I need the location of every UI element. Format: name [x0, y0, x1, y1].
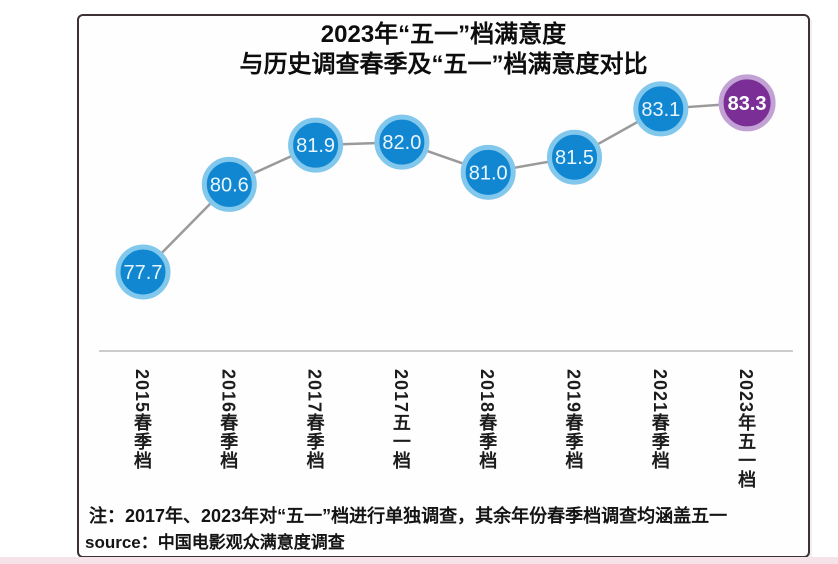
data-point-value: 83.3	[728, 93, 767, 115]
source-credit: source：中国电影观众满意度调查	[85, 533, 345, 552]
data-point-highlighted	[718, 74, 776, 132]
data-point	[288, 117, 344, 173]
data-point-value: 77.7	[124, 262, 163, 284]
data-point	[633, 81, 689, 137]
data-point-value: 82.0	[382, 132, 421, 154]
data-point	[547, 129, 602, 185]
data-point	[374, 114, 430, 170]
x-axis-label: 2019春季档	[563, 369, 584, 471]
data-point-value: 83.1	[641, 99, 680, 121]
x-axis-label: 2017五一档	[390, 369, 411, 471]
x-axis-label: 2017春季档	[304, 369, 325, 471]
data-point-value: 81.0	[469, 162, 508, 184]
chart-card: 2023年“五一”档满意度 与历史调查春季及“五一”档满意度对比 77.7 80.…	[77, 14, 810, 558]
x-axis-label: 2015春季档	[132, 369, 152, 471]
chart-title-line2: 与历史调查春季及“五一”档满意度对比	[239, 51, 648, 78]
x-axis-label: 2016春季档	[218, 369, 239, 471]
data-point-value: 80.6	[210, 174, 249, 196]
data-point	[460, 144, 516, 200]
data-point-value: 81.9	[296, 135, 335, 157]
chart-title: 2023年“五一”档满意度 与历史调查春季及“五一”档满意度对比	[79, 20, 808, 80]
data-point-value: 81.5	[555, 147, 594, 169]
x-axis-label: 2021春季档	[649, 369, 670, 471]
x-axis-line	[99, 350, 793, 352]
x-axis-label: 2023年五一档	[736, 369, 757, 490]
x-axis-label: 2018春季档	[477, 369, 498, 471]
data-point	[115, 244, 171, 300]
satisfaction-trend-chart: 77.7 80.6 81.9 82.0 81.0 81.5 83.1 83.3	[115, 74, 776, 300]
bottom-edge-strip	[0, 557, 838, 564]
data-point	[201, 156, 257, 212]
footnote: 注：2017年、2023年对“五一”档进行单独调查，其余年份春季档调查均涵盖五一	[89, 506, 728, 526]
chart-title-line1: 2023年“五一”档满意度	[320, 21, 567, 48]
